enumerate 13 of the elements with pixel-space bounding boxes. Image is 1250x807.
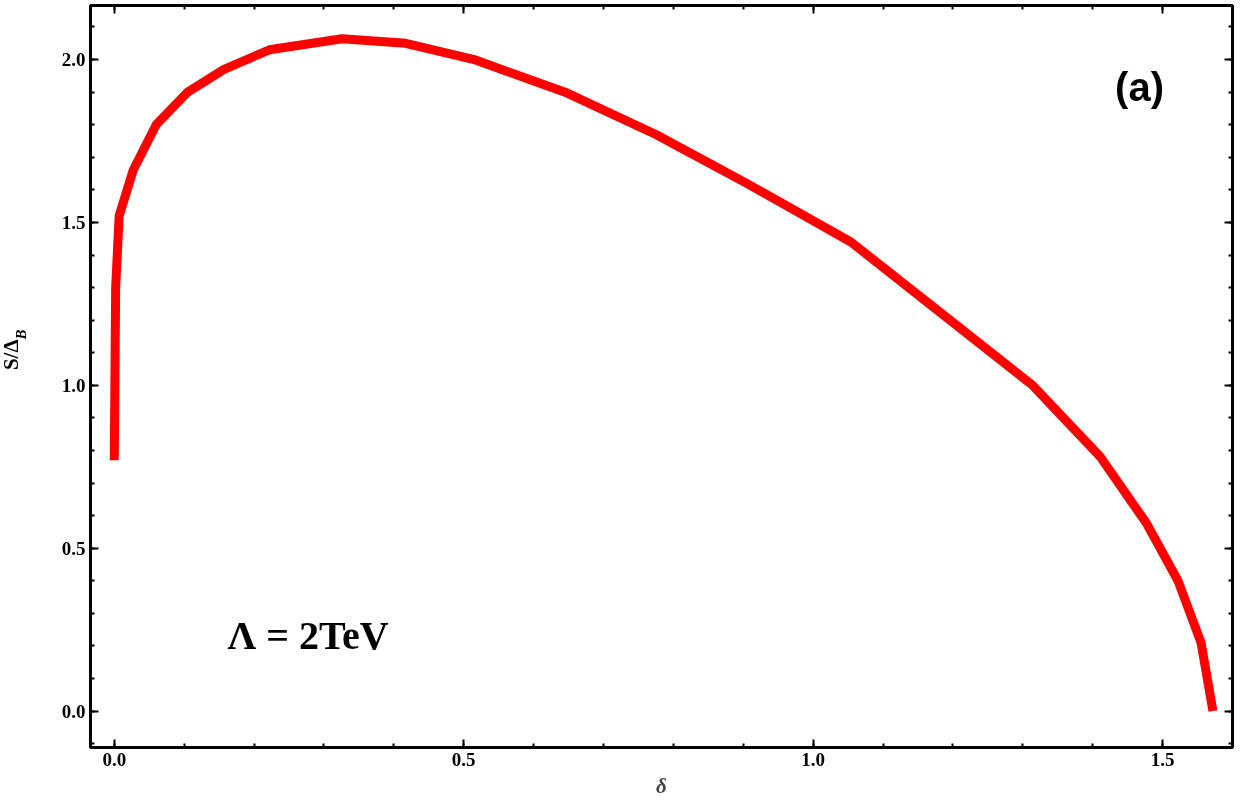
x-tick-label: 1.0	[801, 748, 826, 770]
x-tick-label: 0.0	[102, 748, 127, 770]
y-axis-title: S/ΔB	[0, 329, 29, 371]
annotation: (a)	[1115, 64, 1164, 109]
y-tick-label: 0.5	[61, 537, 86, 559]
y-tick-label: 0.0	[61, 700, 86, 722]
annotation: Λ = 2TeV	[227, 613, 389, 659]
x-tick-label: 1.5	[1150, 748, 1175, 770]
y-tick-label: 1.5	[61, 211, 86, 233]
x-tick-label: 0.5	[451, 748, 476, 770]
y-tick-label: 2.0	[61, 49, 86, 71]
y-tick-label: 1.0	[61, 374, 86, 396]
x-axis-title: δ	[656, 773, 668, 798]
